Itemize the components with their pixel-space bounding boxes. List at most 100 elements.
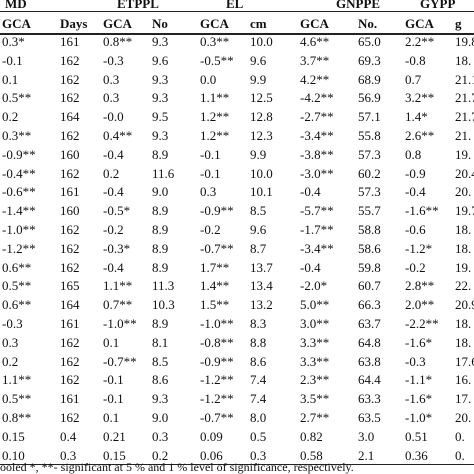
table-cell: 0.09	[200, 428, 223, 444]
table-cell: -0.5**	[200, 52, 234, 68]
table-cell: -3.8**	[300, 146, 334, 162]
table-cell: 8.9	[152, 203, 169, 219]
table-cell: 0.8**	[103, 34, 133, 49]
table-cell: 66.3	[358, 297, 381, 313]
table-cell: 2.0**	[405, 297, 435, 313]
table-cell: -0.5*	[103, 203, 131, 219]
table-cell: 59.8	[358, 259, 381, 275]
table-cell: -0.3	[2, 316, 23, 331]
table-cell: 18.	[455, 52, 472, 68]
table-cell: 19.8	[455, 34, 474, 49]
table-cell: 0.36	[405, 447, 428, 463]
table-cell: 0.3	[103, 90, 120, 106]
table-cell: 19.	[455, 259, 472, 275]
table-cell: 1.1**	[200, 90, 230, 106]
table-cell: 1.2**	[200, 109, 230, 125]
table-cell: 0.	[455, 428, 465, 444]
group-header: GYPP	[420, 0, 456, 11]
table-cell: 162	[60, 90, 80, 106]
column-header: GCA	[200, 16, 229, 31]
table-cell: 0.3**	[2, 128, 32, 143]
table-cell: 0.5**	[2, 90, 32, 106]
table-cell: 0.3	[60, 447, 77, 463]
table-cell: 161	[60, 316, 80, 331]
table-cell: -1.2**	[200, 391, 234, 407]
table-cell: 3.5**	[300, 391, 330, 407]
table-cell: 57.3	[358, 146, 381, 162]
column-header: Days	[60, 16, 88, 31]
table-cell: 0.8**	[2, 410, 32, 425]
table-cell: -0.1	[200, 165, 221, 181]
table-cell: 0.	[455, 447, 465, 463]
table-cell: 13.7	[250, 259, 273, 275]
table-cell: 17.	[455, 391, 472, 407]
table-cell: -0.8	[405, 52, 426, 68]
table-cell: -0.8**	[200, 334, 234, 350]
table-cell: 8.9	[152, 316, 169, 331]
table-cell: 11.3	[152, 278, 175, 294]
table-cell: 68.9	[358, 71, 381, 87]
table-cell: 2.8**	[405, 278, 435, 294]
table-cell: 0.1	[103, 334, 120, 350]
table-cell: -1.0**	[2, 222, 36, 237]
table-cell: 3.0**	[300, 316, 330, 331]
table-cell: 5.0**	[300, 297, 330, 313]
table-cell: 0.15	[2, 428, 25, 444]
table-cell: -1.6*	[405, 334, 433, 350]
table-cell: 0.2	[2, 109, 19, 125]
table-cell: 21.7	[455, 90, 474, 106]
table-cell: 4.6**	[300, 34, 330, 49]
table-cell: -0.2	[103, 222, 124, 237]
table-cell: 8.3	[250, 316, 267, 331]
table-cell: 0.0	[200, 71, 217, 87]
table-cell: 162	[60, 334, 80, 350]
table-cell: 9.0	[152, 410, 169, 425]
table-cell: 9.3	[152, 34, 169, 49]
table-cell: 65.0	[358, 34, 381, 49]
column-header: GCA	[300, 16, 329, 31]
table-cell: 161	[60, 391, 80, 407]
table-cell: 8.5	[250, 203, 267, 219]
table-cell: 162	[60, 353, 80, 369]
table-cell: 69.3	[358, 52, 381, 68]
table-cell: 13.4	[250, 278, 273, 294]
table-cell: -1.0**	[200, 316, 234, 331]
table-cell: -4.2**	[300, 90, 334, 106]
table-cell: -1.2**	[2, 240, 36, 256]
table-cell: -1.7**	[300, 222, 334, 237]
table-cell: 0.4**	[103, 128, 133, 143]
table-cell: -3.0**	[300, 165, 334, 181]
table-cell: -5.7**	[300, 203, 334, 219]
table-cell: 3.0	[358, 428, 375, 444]
table-cell: 162	[60, 165, 80, 181]
table-cell: 20.	[455, 410, 472, 425]
table-cell: -0.1	[103, 372, 124, 388]
table-cell: 0.5	[250, 428, 267, 444]
table-cell: 0.6**	[2, 297, 32, 313]
table-cell: 8.6	[152, 372, 169, 388]
table-cell: 1.1**	[2, 372, 32, 388]
table-cell: 12.8	[250, 109, 273, 125]
table-cell: -1.6**	[405, 203, 439, 219]
table-cell: 9.3	[152, 90, 169, 106]
table-cell: 55.8	[358, 128, 381, 143]
table-cell: 1.2**	[200, 128, 230, 143]
table-cell: 0.10	[2, 447, 25, 463]
table-cell: 2.2**	[405, 34, 435, 49]
table-cell: 18.	[455, 316, 472, 331]
table-cell: -0.6	[405, 222, 426, 237]
rule	[0, 464, 474, 465]
table-cell: -0.3*	[103, 240, 131, 256]
table-cell: 0.3	[250, 447, 267, 463]
table-cell: -1.0*	[405, 410, 433, 425]
table-cell: 0.3	[200, 184, 217, 200]
table-cell: 12.5	[250, 90, 273, 106]
table-cell: 1.7**	[200, 259, 230, 275]
table-cell: 8.9	[152, 259, 169, 275]
table-cell: 0.21	[103, 428, 126, 444]
table-cell: 57.1	[358, 109, 381, 125]
table-cell: 3.2**	[405, 90, 435, 106]
table-cell: 162	[60, 410, 80, 425]
table-cell: 1.4*	[405, 109, 428, 125]
table-cell: 9.3	[152, 71, 169, 87]
